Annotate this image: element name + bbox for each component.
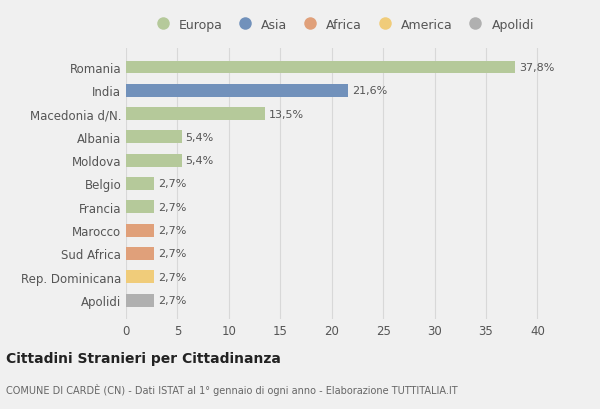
Text: 37,8%: 37,8% [519,63,554,73]
Text: 2,7%: 2,7% [158,179,186,189]
Text: Cittadini Stranieri per Cittadinanza: Cittadini Stranieri per Cittadinanza [6,351,281,365]
Text: 13,5%: 13,5% [269,109,304,119]
Text: 5,4%: 5,4% [185,133,214,142]
Text: 5,4%: 5,4% [185,156,214,166]
Bar [126,85,348,97]
Text: 2,7%: 2,7% [158,272,186,282]
Text: 2,7%: 2,7% [158,295,186,306]
Text: 2,7%: 2,7% [158,202,186,212]
Bar [126,247,154,260]
Text: COMUNE DI CARDÈ (CN) - Dati ISTAT al 1° gennaio di ogni anno - Elaborazione TUTT: COMUNE DI CARDÈ (CN) - Dati ISTAT al 1° … [6,383,458,395]
Bar [126,131,182,144]
Bar [126,61,515,74]
Text: 2,7%: 2,7% [158,249,186,259]
Bar [126,178,154,191]
Legend: Europa, Asia, Africa, America, Apolidi: Europa, Asia, Africa, America, Apolidi [146,15,538,35]
Bar [126,108,265,121]
Bar [126,271,154,283]
Bar [126,224,154,237]
Bar [126,201,154,214]
Bar [126,154,182,167]
Bar [126,294,154,307]
Text: 2,7%: 2,7% [158,226,186,236]
Text: 21,6%: 21,6% [352,86,388,96]
